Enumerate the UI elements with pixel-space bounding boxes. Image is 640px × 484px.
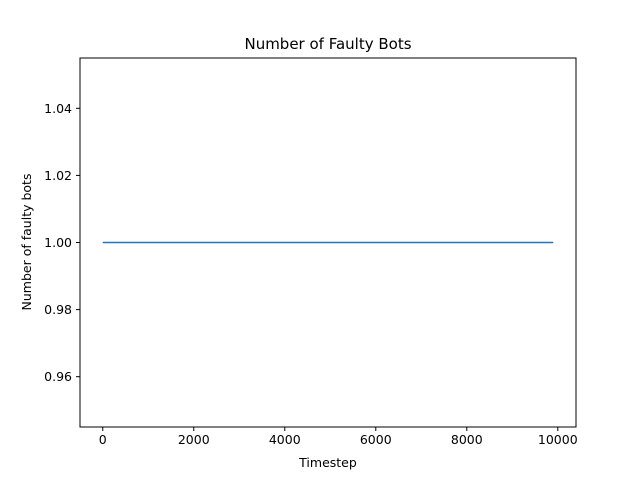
x-axis-label: Timestep	[298, 455, 357, 470]
y-tick-label: 1.00	[44, 235, 72, 250]
x-axis-ticks: 0 2000 4000 6000 8000 10000	[99, 427, 578, 447]
y-tick-label: 0.96	[44, 369, 72, 384]
x-tick-label: 8000	[451, 432, 483, 447]
x-tick-label: 4000	[269, 432, 301, 447]
x-tick-label: 2000	[178, 432, 210, 447]
y-tick-label: 0.98	[44, 302, 72, 317]
x-tick-label: 0	[99, 432, 107, 447]
y-axis-ticks: 0.96 0.98 1.00 1.02 1.04	[44, 101, 80, 384]
y-tick-label: 1.04	[44, 101, 72, 116]
y-axis-label: Number of faulty bots	[19, 174, 34, 311]
chart-title: Number of Faulty Bots	[244, 35, 411, 53]
y-tick-label: 1.02	[44, 168, 72, 183]
x-tick-label: 10000	[538, 432, 578, 447]
x-tick-label: 6000	[360, 432, 392, 447]
